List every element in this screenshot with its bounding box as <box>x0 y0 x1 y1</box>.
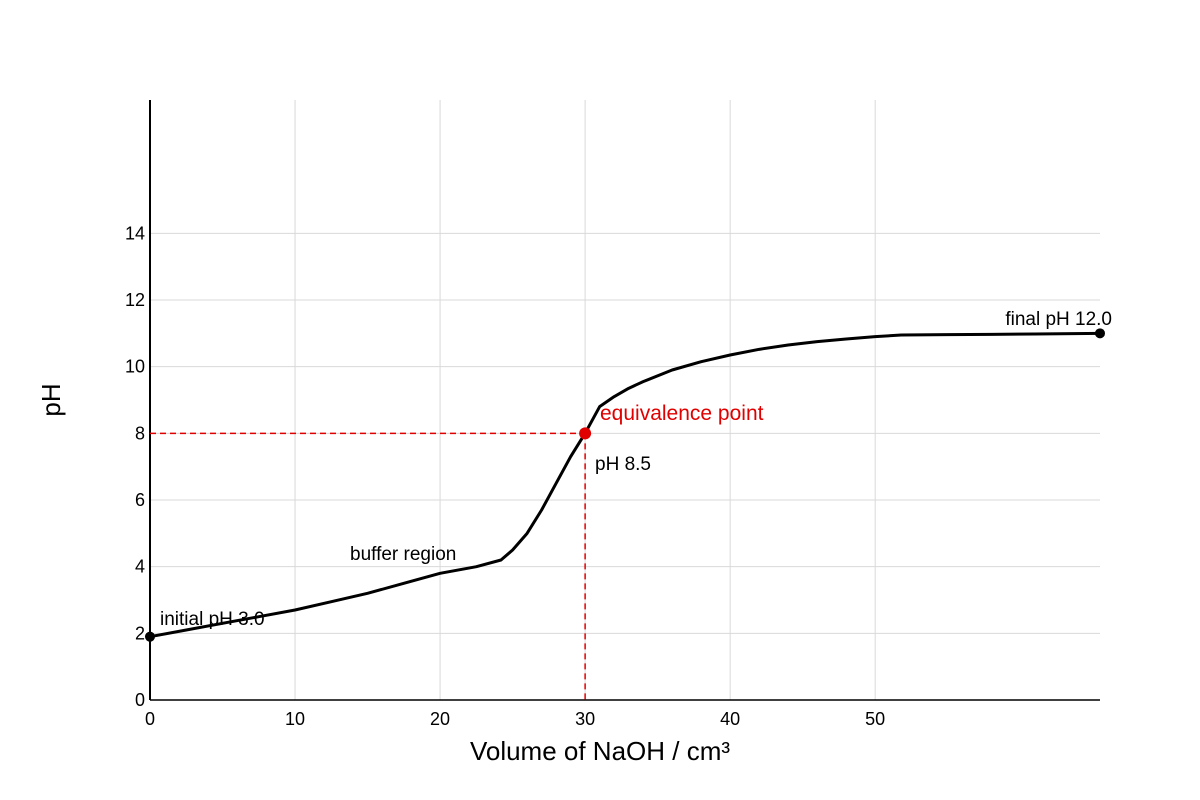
initial-point-marker <box>145 631 155 642</box>
x-tick-label: 20 <box>430 709 450 729</box>
y-tick-label: 0 <box>135 690 145 710</box>
y-tick-label: 10 <box>125 357 145 377</box>
final-point-marker <box>1095 328 1105 339</box>
x-tick-label: 40 <box>720 709 740 729</box>
y-tick-label: 4 <box>135 557 145 577</box>
x-tick-label: 30 <box>575 709 595 729</box>
y-tick-label: 2 <box>135 623 145 643</box>
x-tick-label: 0 <box>145 709 155 729</box>
y-tick-label: 12 <box>125 290 145 310</box>
reference-lines <box>150 432 586 700</box>
equivalence-point-label: equivalence point <box>600 402 764 425</box>
y-tick-label: 14 <box>125 223 145 243</box>
x-axis-title: Volume of NaOH / cm³ <box>470 736 730 766</box>
y-axis-title: pH <box>36 383 66 416</box>
buffer-region-label: buffer region <box>350 544 456 565</box>
y-tick-label: 8 <box>135 423 145 443</box>
x-tick-label: 50 <box>865 709 885 729</box>
axes <box>149 100 1100 701</box>
grid <box>150 100 1100 700</box>
key-points <box>145 328 1105 642</box>
tick-labels: 0 10 20 30 40 50 0 2 4 6 8 10 12 14 <box>125 223 885 729</box>
equivalence-ph-label: pH 8.5 <box>595 454 651 475</box>
titration-curve <box>148 331 1102 639</box>
titration-curve-layer <box>148 331 1102 639</box>
x-tick-label: 10 <box>285 709 305 729</box>
equivalence-point-marker <box>579 427 592 440</box>
final-ph-label: final pH 12.0 <box>1005 309 1112 330</box>
y-tick-label: 6 <box>135 490 145 510</box>
initial-ph-label: initial pH 3.0 <box>160 609 265 630</box>
